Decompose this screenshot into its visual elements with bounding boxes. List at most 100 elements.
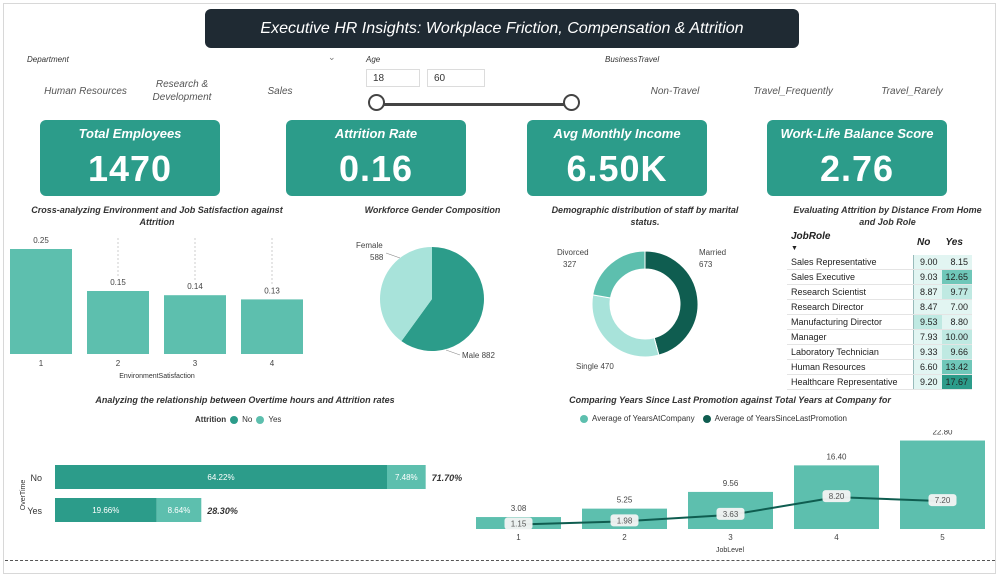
legend-years-at-company-label[interactable]: Average of YearsAtCompany xyxy=(592,414,695,423)
cell-yes: 10.00 xyxy=(941,329,973,345)
kpi-value: 1470 xyxy=(87,148,173,189)
age-slider-max-handle[interactable] xyxy=(563,94,580,111)
department-item-hr[interactable]: Human Resources xyxy=(44,86,127,97)
kpi-card-avg-monthly-income: Avg Monthly Income 6.50K xyxy=(527,120,707,196)
cell-jobrole: Healthcare Representative xyxy=(787,374,913,390)
job-role-distance-table: JobRole ▼ No Yes Sales Representative 9.00… xyxy=(787,229,973,390)
promo-line-label: 7.20 xyxy=(935,496,951,505)
travel-item-non-travel[interactable]: Non-Travel xyxy=(650,86,700,97)
promo-line-label-bg xyxy=(822,490,851,503)
legend-yes-label[interactable]: Yes xyxy=(268,415,282,424)
column-header-no[interactable]: No xyxy=(917,236,931,248)
travel-item-frequently[interactable]: Travel_Frequently xyxy=(753,86,833,97)
promo-line-label-bg xyxy=(716,507,745,520)
pie-label-male: Male 882 xyxy=(462,351,495,360)
promo-bar xyxy=(900,440,985,529)
cell-no: 8.47 xyxy=(912,299,942,315)
legend-years-at-company-dot xyxy=(580,414,588,423)
table-row[interactable]: Manufacturing Director 9.53 8.80 xyxy=(787,314,973,330)
legend-no-label[interactable]: No xyxy=(242,415,253,424)
cell-no: 9.33 xyxy=(912,344,942,360)
overtime-chart-title: Analyzing the relationship between Overt… xyxy=(95,395,395,405)
promo-line-label: 1.15 xyxy=(511,520,527,529)
overtime-bar-yes xyxy=(387,465,426,489)
age-slider-track[interactable] xyxy=(376,103,572,106)
promo-line-label-bg xyxy=(610,514,639,527)
kpi-label: Attrition Rate xyxy=(334,126,418,141)
env-satisfaction-chart-title: Cross-analyzing Environment and Job Sati… xyxy=(31,205,283,227)
overtime-data-label: 64.22% xyxy=(207,473,234,482)
kpi-card-total-employees: Total Employees 1470 xyxy=(40,120,220,196)
env-data-label: 0.25 xyxy=(33,236,49,245)
age-max-input[interactable]: 60 xyxy=(427,69,485,87)
donut-value-married: 673 xyxy=(699,260,713,269)
table-row[interactable]: Manager 7.93 10.00 xyxy=(787,329,973,345)
env-bar xyxy=(241,299,303,354)
table-row[interactable]: Laboratory Technician 9.33 9.66 xyxy=(787,344,973,360)
cell-no: 9.20 xyxy=(912,374,942,390)
marital-chart-title: Demographic distribution of staff by mar… xyxy=(551,205,739,227)
promo-bar-label: 22.80 xyxy=(932,430,953,437)
table-row[interactable]: Research Scientist 8.87 9.77 xyxy=(787,284,973,300)
promo-bar-label: 3.08 xyxy=(511,504,527,513)
env-bar xyxy=(87,291,149,354)
overtime-bar-no xyxy=(55,465,387,489)
cell-jobrole: Sales Representative xyxy=(787,255,913,270)
age-min-input[interactable]: 18 xyxy=(366,69,420,87)
overtime-total-label: 71.70% xyxy=(432,473,463,483)
pie-label-female: Female xyxy=(356,241,383,250)
column-header-yes[interactable]: Yes xyxy=(945,236,963,248)
promo-tick-label: 5 xyxy=(940,533,945,542)
promo-tick-label: 3 xyxy=(728,533,733,542)
kpi-card-work-life-balance: Work-Life Balance Score 2.76 xyxy=(767,120,947,196)
donut-slice-single xyxy=(591,294,660,358)
department-item-rnd[interactable]: Research & Development xyxy=(152,79,212,103)
travel-item-rarely[interactable]: Travel_Rarely xyxy=(881,86,943,97)
env-tick-label: 1 xyxy=(39,359,44,368)
overtime-legend: Attrition No Yes xyxy=(195,415,281,424)
overtime-bar-yes xyxy=(156,498,202,522)
promo-line-label-bg xyxy=(504,517,533,530)
legend-yes-dot xyxy=(256,415,265,424)
gender-chart-title: Workforce Gender Composition xyxy=(364,205,501,215)
cell-no: 9.53 xyxy=(912,314,942,330)
overtime-bar-chart: No 64.22% 7.48% 71.70% Yes 19.66% 8.64% 28.30% O… xyxy=(20,465,463,522)
table-row[interactable]: Sales Representative 9.00 8.15 xyxy=(787,255,973,270)
table-row[interactable]: Sales Executive 9.03 12.65 xyxy=(787,269,973,285)
cell-no: 9.03 xyxy=(912,269,942,285)
promo-bar-label: 5.25 xyxy=(617,496,633,505)
overtime-data-label: 7.48% xyxy=(395,473,418,482)
cell-yes: 8.80 xyxy=(941,314,973,330)
department-item-sales[interactable]: Sales xyxy=(267,86,293,97)
env-bar xyxy=(10,249,72,354)
overtime-bar-no xyxy=(55,498,157,522)
env-tick-label: 3 xyxy=(193,359,198,368)
promo-line-label-bg xyxy=(928,494,957,507)
promo-bar-label: 9.56 xyxy=(723,479,739,488)
pie-value-female: 588 xyxy=(370,253,384,262)
env-tick-label: 4 xyxy=(270,359,275,368)
business-travel-slicer-title: BusinessTravel xyxy=(605,55,660,64)
promo-bar-label: 16.40 xyxy=(826,452,847,461)
promo-line-label: 3.63 xyxy=(723,510,739,519)
cell-jobrole: Laboratory Technician xyxy=(787,344,913,360)
legend-years-since-promotion-dot xyxy=(702,414,711,423)
distance-table-title: Evaluating Attrition by Distance From Ho… xyxy=(793,205,982,227)
kpi-value: 2.76 xyxy=(819,148,895,189)
chevron-down-icon[interactable]: ⌄ xyxy=(328,52,336,62)
promotion-legend: Average of YearsAtCompany Average of Yea… xyxy=(580,414,847,423)
overtime-data-label: 8.64% xyxy=(168,506,191,515)
kpi-label: Avg Monthly Income xyxy=(553,126,681,141)
age-slider-min-handle[interactable] xyxy=(368,94,385,111)
table-row[interactable]: Research Director 8.47 7.00 xyxy=(787,299,973,315)
overtime-tick-label: Yes xyxy=(27,506,42,516)
table-row[interactable]: Healthcare Representative 9.20 17.67 xyxy=(787,374,973,390)
env-tick-label: 2 xyxy=(116,359,121,368)
pie-leader-line xyxy=(385,252,401,259)
table-row[interactable]: Human Resources 6.60 13.42 xyxy=(787,359,973,375)
column-header-jobrole[interactable]: JobRole ▼ xyxy=(791,231,831,252)
legend-years-since-promotion-label[interactable]: Average of YearsSinceLastPromotion xyxy=(714,414,847,423)
page-divider xyxy=(5,560,995,561)
env-data-label: 0.14 xyxy=(187,282,203,291)
cell-jobrole: Research Director xyxy=(787,299,913,315)
